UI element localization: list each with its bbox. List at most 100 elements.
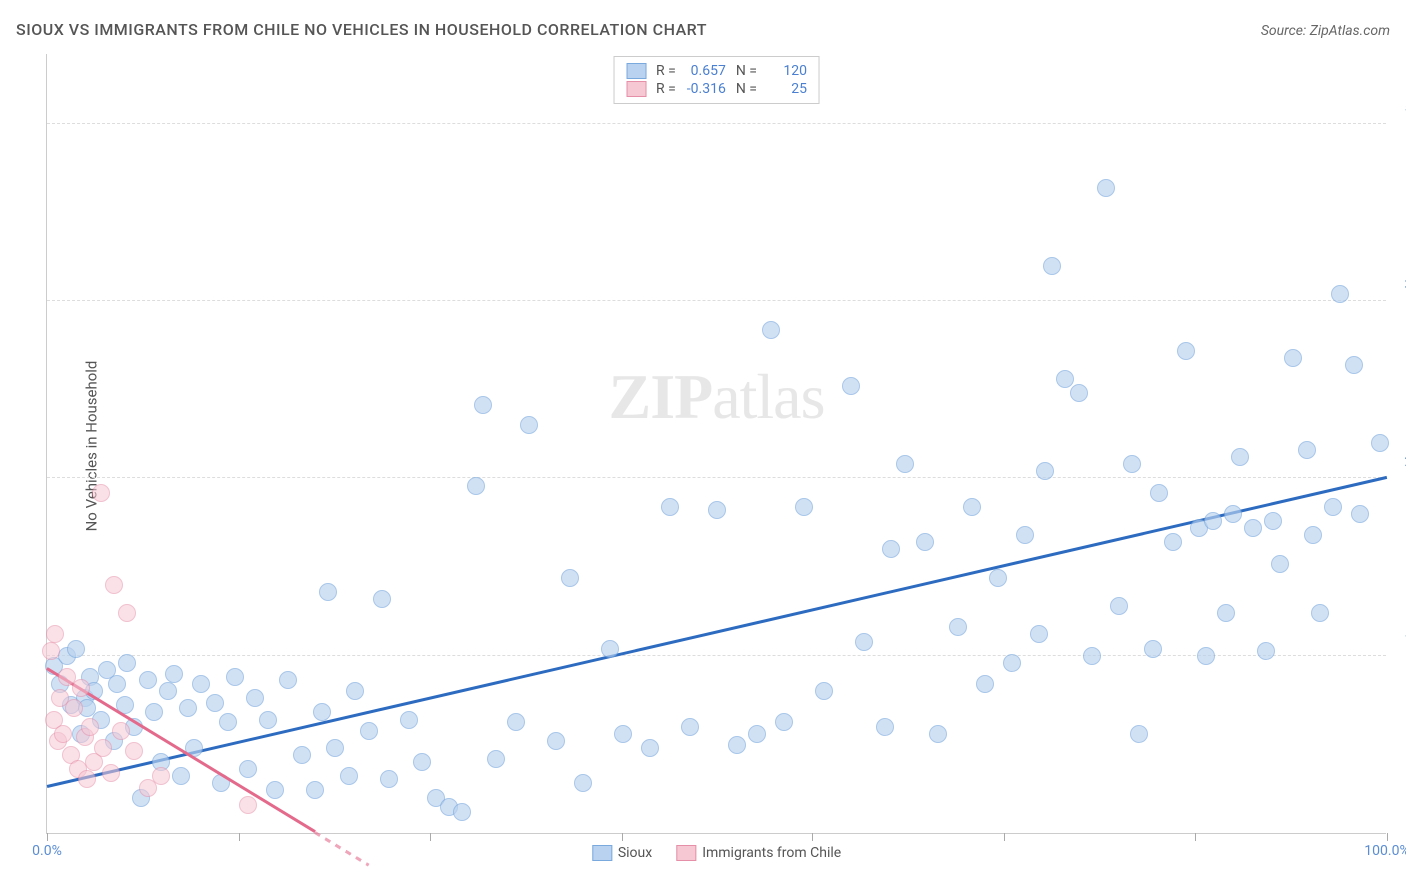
- data-point: [279, 671, 297, 689]
- legend-item: Sioux: [592, 845, 652, 861]
- data-point: [1150, 484, 1168, 502]
- data-point: [614, 725, 632, 743]
- data-point: [1003, 654, 1021, 672]
- data-point: [1036, 462, 1054, 480]
- data-point: [876, 718, 894, 736]
- series-legend: Sioux Immigrants from Chile: [592, 845, 841, 861]
- data-point: [340, 767, 358, 785]
- data-point: [1224, 505, 1242, 523]
- data-point: [413, 753, 431, 771]
- data-point: [641, 739, 659, 757]
- trend-line-dashed: [314, 831, 369, 866]
- data-point: [1197, 647, 1215, 665]
- data-point: [112, 722, 130, 740]
- stat-n-label: N =: [736, 63, 757, 79]
- data-point: [762, 321, 780, 339]
- data-point: [795, 498, 813, 516]
- data-point: [1331, 285, 1349, 303]
- data-point: [1351, 505, 1369, 523]
- data-point: [108, 675, 126, 693]
- data-point: [896, 455, 914, 473]
- legend-item: Immigrants from Chile: [676, 845, 841, 861]
- gridline: [47, 655, 1386, 656]
- data-point: [1217, 604, 1235, 622]
- data-point: [708, 501, 726, 519]
- data-point: [179, 699, 197, 717]
- data-point: [259, 711, 277, 729]
- correlation-stats-box: R =0.657N =120R =-0.316N =25: [613, 56, 820, 104]
- data-point: [206, 694, 224, 712]
- data-point: [380, 770, 398, 788]
- x-tick: [622, 833, 623, 841]
- x-tick: [47, 833, 48, 841]
- gridline: [47, 300, 1386, 301]
- data-point: [487, 750, 505, 768]
- data-point: [81, 718, 99, 736]
- data-point: [1324, 498, 1342, 516]
- data-point: [1070, 384, 1088, 402]
- data-point: [855, 633, 873, 651]
- data-point: [1130, 725, 1148, 743]
- legend-swatch: [592, 845, 612, 861]
- x-tick-label: 0.0%: [32, 843, 62, 859]
- data-point: [239, 760, 257, 778]
- data-point: [963, 498, 981, 516]
- data-point: [102, 764, 120, 782]
- data-point: [1264, 512, 1282, 530]
- data-point: [681, 718, 699, 736]
- stat-n-label: N =: [736, 81, 757, 97]
- data-point: [1311, 604, 1329, 622]
- data-point: [1271, 555, 1289, 573]
- data-point: [78, 770, 96, 788]
- data-point: [1056, 370, 1074, 388]
- data-point: [118, 604, 136, 622]
- data-point: [1244, 519, 1262, 537]
- data-point: [467, 477, 485, 495]
- data-point: [360, 722, 378, 740]
- data-point: [54, 725, 72, 743]
- x-tick: [430, 833, 431, 841]
- data-point: [842, 377, 860, 395]
- data-point: [313, 703, 331, 721]
- data-point: [1097, 179, 1115, 197]
- x-tick: [239, 833, 240, 841]
- data-point: [1371, 434, 1389, 452]
- data-point: [239, 796, 257, 814]
- data-point: [46, 625, 64, 643]
- data-point: [1204, 512, 1222, 530]
- data-point: [989, 569, 1007, 587]
- chart-header: SIOUX VS IMMIGRANTS FROM CHILE NO VEHICL…: [16, 20, 1390, 39]
- data-point: [192, 675, 210, 693]
- data-point: [1231, 448, 1249, 466]
- data-point: [976, 675, 994, 693]
- data-point: [1144, 640, 1162, 658]
- data-point: [929, 725, 947, 743]
- data-point: [94, 739, 112, 757]
- stat-n-value: 25: [767, 81, 807, 97]
- legend-label: Immigrants from Chile: [702, 845, 841, 861]
- data-point: [1083, 647, 1101, 665]
- data-point: [152, 767, 170, 785]
- x-tick: [1387, 833, 1388, 841]
- stat-r-value: 0.657: [686, 63, 726, 79]
- data-point: [219, 713, 237, 731]
- data-point: [661, 498, 679, 516]
- stat-n-value: 120: [767, 63, 807, 79]
- stats-row: R =0.657N =120: [626, 63, 807, 79]
- data-point: [1345, 356, 1363, 374]
- data-point: [574, 774, 592, 792]
- stat-r-label: R =: [656, 81, 676, 97]
- gridline: [47, 123, 1386, 124]
- data-point: [125, 742, 143, 760]
- data-point: [42, 642, 60, 660]
- data-point: [916, 533, 934, 551]
- data-point: [1043, 257, 1061, 275]
- data-point: [1284, 349, 1302, 367]
- legend-label: Sioux: [618, 845, 652, 861]
- data-point: [949, 618, 967, 636]
- data-point: [748, 725, 766, 743]
- watermark: ZIPatlas: [609, 360, 825, 434]
- x-tick-label: 100.0%: [1364, 843, 1406, 859]
- legend-swatch: [676, 845, 696, 861]
- data-point: [775, 713, 793, 731]
